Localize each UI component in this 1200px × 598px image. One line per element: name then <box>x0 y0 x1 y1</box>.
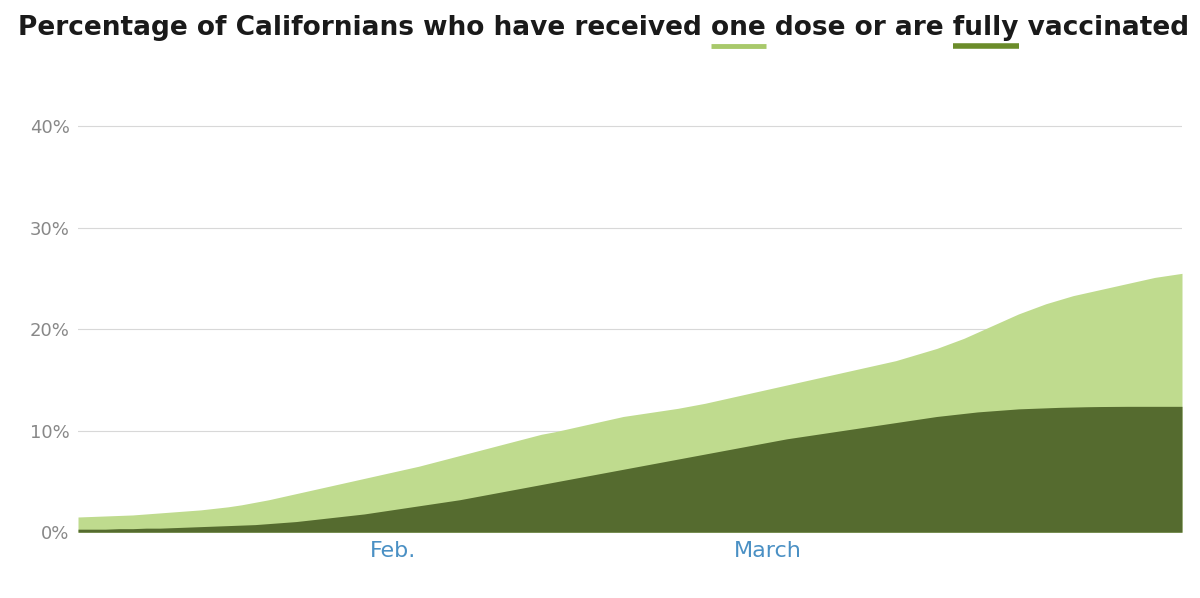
Text: Percentage of Californians who have received one dose or are fully vaccinated: Percentage of Californians who have rece… <box>18 15 1189 41</box>
